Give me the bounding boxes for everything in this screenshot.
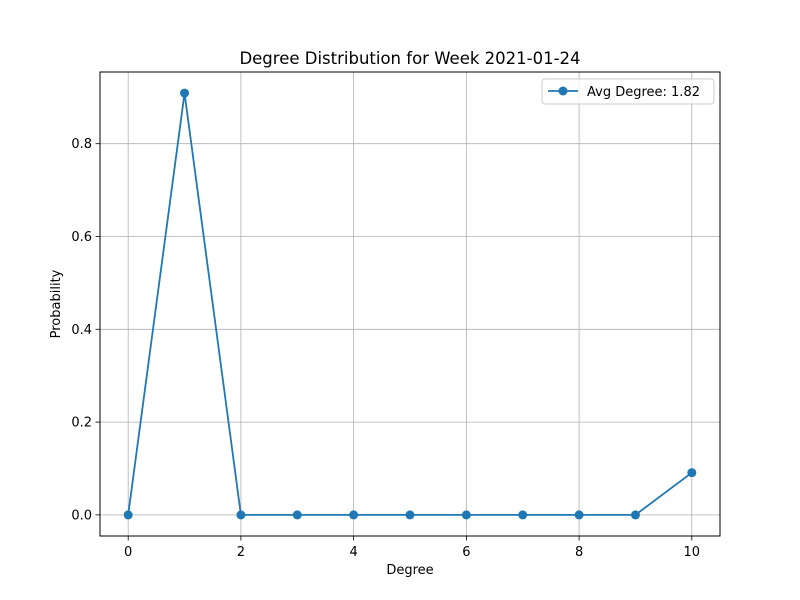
x-axis-ticks: 0 2 4 6 8 10 <box>124 536 700 560</box>
data-point <box>461 510 471 520</box>
data-point <box>292 510 302 520</box>
data-point <box>123 510 133 520</box>
data-point <box>405 510 415 520</box>
legend-label: Avg Degree: 1.82 <box>587 85 700 100</box>
y-axis-ticks: 0.0 0.2 0.4 0.6 0.8 <box>71 137 100 523</box>
y-tick-label: 0.2 <box>71 416 92 431</box>
series-layer <box>123 88 697 520</box>
data-point <box>518 510 528 520</box>
legend-box <box>541 78 715 105</box>
x-tick-label: 2 <box>237 545 245 560</box>
data-point <box>687 468 697 478</box>
y-tick-label: 0.4 <box>71 323 92 338</box>
x-tick-label: 6 <box>462 545 470 560</box>
x-axis-label: Degree <box>386 563 433 578</box>
x-tick-label: 8 <box>575 545 583 560</box>
data-point <box>630 510 640 520</box>
data-point <box>574 510 584 520</box>
data-point <box>180 88 190 98</box>
legend-marker-sample <box>558 86 568 96</box>
plot-area-frame <box>99 71 721 537</box>
data-point <box>349 510 359 520</box>
x-tick-label: 10 <box>684 545 701 560</box>
y-tick-label: 0.6 <box>71 230 92 245</box>
y-tick-label: 0.8 <box>71 137 92 152</box>
data-point <box>236 510 246 520</box>
y-tick-label: 0.0 <box>71 508 92 523</box>
y-axis-label: Probability <box>49 269 64 338</box>
x-tick-label: 4 <box>349 545 357 560</box>
legend: Avg Degree: 1.82 <box>541 78 715 105</box>
x-tick-label: 0 <box>124 545 132 560</box>
chart-title: Degree Distribution for Week 2021-01-24 <box>239 49 580 68</box>
grid <box>100 72 720 536</box>
